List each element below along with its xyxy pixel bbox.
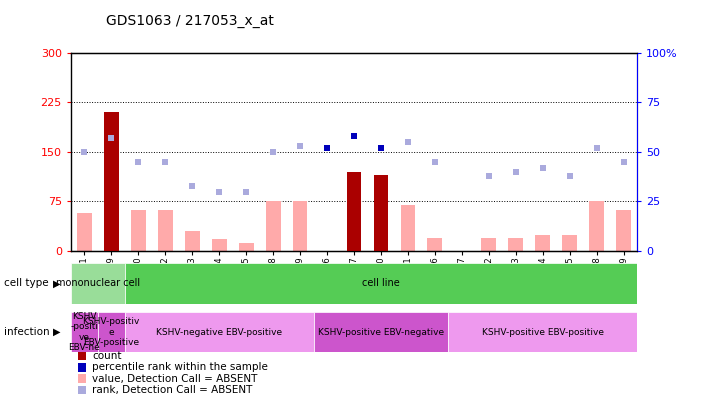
- Bar: [347, 172, 361, 251]
- Text: cell line: cell line: [362, 279, 400, 288]
- Text: GDS1063 / 217053_x_at: GDS1063 / 217053_x_at: [106, 14, 274, 28]
- Bar: [535, 234, 550, 251]
- Bar: [374, 175, 389, 251]
- Bar: [158, 210, 173, 251]
- Text: infection: infection: [4, 327, 49, 337]
- Bar: [104, 112, 119, 251]
- Bar: [239, 243, 253, 251]
- Text: cell type: cell type: [4, 279, 48, 288]
- Text: KSHV-positive EBV-positive: KSHV-positive EBV-positive: [482, 328, 604, 337]
- Text: KSHV-negative EBV-positive: KSHV-negative EBV-positive: [156, 328, 282, 337]
- Text: KSHV-positiv
e
EBV-positive: KSHV-positiv e EBV-positive: [83, 317, 140, 347]
- Bar: [616, 210, 631, 251]
- Text: KSHV-positive EBV-negative: KSHV-positive EBV-negative: [318, 328, 444, 337]
- Text: percentile rank within the sample: percentile rank within the sample: [92, 362, 268, 372]
- Bar: [77, 213, 92, 251]
- Bar: [508, 238, 523, 251]
- Bar: [125, 312, 314, 352]
- Bar: [481, 238, 496, 251]
- Text: ▶: ▶: [52, 327, 60, 337]
- Bar: [589, 201, 604, 251]
- Bar: [185, 231, 200, 251]
- Text: value, Detection Call = ABSENT: value, Detection Call = ABSENT: [92, 374, 258, 384]
- Bar: [266, 201, 280, 251]
- Bar: [71, 312, 98, 352]
- Text: KSHV
-positi
ve
EBV-ne: KSHV -positi ve EBV-ne: [69, 312, 100, 352]
- Bar: [212, 239, 227, 251]
- Bar: [401, 205, 416, 251]
- Text: ▶: ▶: [52, 279, 60, 288]
- Text: rank, Detection Call = ABSENT: rank, Detection Call = ABSENT: [92, 385, 253, 395]
- Bar: [71, 263, 125, 304]
- Bar: [314, 312, 448, 352]
- Text: mononuclear cell: mononuclear cell: [56, 279, 140, 288]
- Bar: [292, 201, 307, 251]
- Bar: [98, 312, 125, 352]
- Bar: [104, 112, 119, 251]
- Bar: [428, 238, 442, 251]
- Text: count: count: [92, 351, 122, 361]
- Bar: [131, 210, 146, 251]
- Bar: [562, 234, 577, 251]
- Bar: [448, 312, 637, 352]
